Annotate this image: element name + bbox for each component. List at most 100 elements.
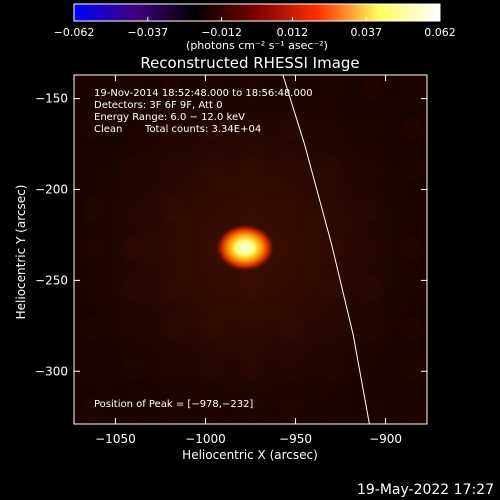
texture-blob xyxy=(240,197,264,221)
texture-blob xyxy=(200,117,224,141)
flare-source xyxy=(215,223,276,272)
texture-blob xyxy=(200,77,224,101)
texture-blob xyxy=(80,317,104,341)
texture-blob xyxy=(120,117,144,141)
texture-blob xyxy=(160,117,184,141)
colorbar-tick-label: −0.037 xyxy=(127,26,168,39)
texture-blob xyxy=(320,357,344,381)
texture-blob xyxy=(320,277,344,301)
x-tick-label: −1050 xyxy=(95,432,136,446)
x-tick-label: −1000 xyxy=(185,432,226,446)
annotation-energy-range: Energy Range: 6.0 − 12.0 keV xyxy=(94,112,245,123)
texture-blob xyxy=(400,157,424,181)
texture-blob xyxy=(280,117,304,141)
texture-blob xyxy=(80,197,104,221)
texture-blob xyxy=(120,157,144,181)
texture-blob xyxy=(160,197,184,221)
texture-blob xyxy=(160,77,184,101)
annotation-method: Clean xyxy=(94,124,122,135)
texture-blob xyxy=(200,197,224,221)
texture-blob xyxy=(240,357,264,381)
texture-blob xyxy=(400,357,424,381)
texture-blob xyxy=(160,397,184,421)
texture-blob xyxy=(280,277,304,301)
texture-blob xyxy=(360,317,384,341)
texture-blob xyxy=(80,357,104,381)
texture-blob xyxy=(400,317,424,341)
colorbar-tick-label: −0.012 xyxy=(201,26,242,39)
annotation-detectors: Detectors: 3F 6F 9F, Att 0 xyxy=(94,100,222,111)
texture-blob xyxy=(120,317,144,341)
colorbar-tick-label: −0.062 xyxy=(54,26,95,39)
texture-blob xyxy=(400,237,424,261)
texture-blob xyxy=(160,237,184,261)
texture-blob xyxy=(200,277,224,301)
texture-blob xyxy=(120,77,144,101)
image-area xyxy=(74,75,427,424)
axis-ticks: −1050 −1000 −950 −900 −150 −200 −250 −300 xyxy=(35,75,427,446)
texture-blob xyxy=(280,77,304,101)
texture-blob xyxy=(120,357,144,381)
texture-blob xyxy=(120,277,144,301)
footer-date: 19-May-2022 17:27 xyxy=(356,482,494,498)
texture-blob xyxy=(280,317,304,341)
texture-blob xyxy=(360,357,384,381)
texture-blob xyxy=(360,197,384,221)
annotation-time-range: 19-Nov-2014 18:52:48.000 to 18:56:48.000 xyxy=(94,88,313,99)
texture-blob xyxy=(400,277,424,301)
texture-blob xyxy=(280,397,304,421)
texture-blob xyxy=(320,77,344,101)
texture-blob xyxy=(80,77,104,101)
annotation-peak-position: Position of Peak = [−978,−232] xyxy=(94,399,253,410)
texture-blob xyxy=(240,157,264,181)
texture-blob xyxy=(120,237,144,261)
texture-blob xyxy=(240,397,264,421)
texture-blob xyxy=(200,357,224,381)
texture-blob xyxy=(320,117,344,141)
colorbar-tick-label: 0.062 xyxy=(424,26,456,39)
texture-blob xyxy=(160,157,184,181)
texture-blob xyxy=(400,117,424,141)
texture-blob xyxy=(400,77,424,101)
texture-blob xyxy=(400,397,424,421)
texture-blob xyxy=(80,277,104,301)
colorbar-tick-label: 0.012 xyxy=(277,26,309,39)
texture-blob xyxy=(400,197,424,221)
plot-frame xyxy=(73,74,428,425)
texture-blob xyxy=(320,397,344,421)
texture-blob xyxy=(80,157,104,181)
y-tick-label: −150 xyxy=(35,92,68,106)
texture-blob xyxy=(240,117,264,141)
texture-blob xyxy=(80,117,104,141)
texture-blob xyxy=(80,237,104,261)
y-tick-label: −300 xyxy=(35,364,68,378)
texture-blob xyxy=(240,317,264,341)
texture-blob xyxy=(160,317,184,341)
y-tick-label: −250 xyxy=(35,273,68,287)
texture-blob xyxy=(280,157,304,181)
texture-blob xyxy=(240,277,264,301)
texture-blob xyxy=(200,397,224,421)
texture-blob xyxy=(360,277,384,301)
texture-blob xyxy=(320,197,344,221)
solar-limb xyxy=(282,75,370,424)
texture-blob xyxy=(360,237,384,261)
texture-blob xyxy=(160,357,184,381)
texture-blob xyxy=(360,117,384,141)
x-tick-label: −950 xyxy=(279,432,312,446)
texture-blob xyxy=(280,237,304,261)
texture-blob xyxy=(120,197,144,221)
texture-blob xyxy=(320,317,344,341)
chart-title: Reconstructed RHESSI Image xyxy=(140,54,359,72)
texture-blob xyxy=(200,157,224,181)
colorbar-unit-label: (photons cm⁻² s⁻¹ asec⁻²) xyxy=(186,39,328,52)
texture-blob xyxy=(320,237,344,261)
colorbar-ticks: −0.062 −0.037 −0.012 0.012 0.037 0.062 xyxy=(54,17,456,39)
colorbar xyxy=(73,3,441,22)
texture-blob xyxy=(200,317,224,341)
texture-blob xyxy=(360,397,384,421)
texture-blob xyxy=(80,397,104,421)
colorbar-tick-label: 0.037 xyxy=(350,26,382,39)
y-axis-label: Heliocentric Y (arcsec) xyxy=(14,185,28,320)
